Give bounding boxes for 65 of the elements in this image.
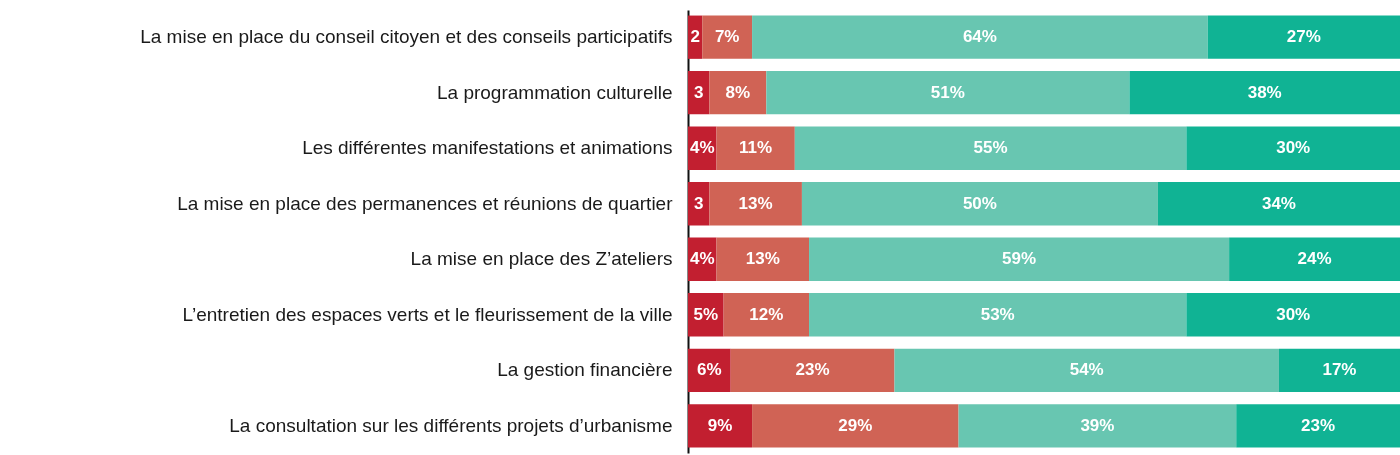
data-label: 4%	[689, 249, 715, 269]
bar	[730, 348, 895, 392]
data-label: 30%	[1276, 304, 1311, 324]
data-label: 13%	[745, 249, 780, 269]
y-tick-label: La programmation culturelle	[436, 81, 673, 103]
bar	[894, 348, 1279, 392]
data-label: 59%	[1002, 249, 1037, 269]
bar	[716, 126, 795, 170]
bar	[1186, 293, 1400, 337]
bar	[688, 404, 753, 448]
data-label: 23%	[795, 360, 830, 380]
y-tick-label: L’entretien des espaces verts et le fleurissement de la ville	[182, 303, 673, 325]
bar	[752, 15, 1208, 59]
data-label: 50%	[962, 193, 997, 213]
data-label: 9%	[707, 415, 733, 435]
data-label: 24%	[1297, 249, 1332, 269]
bar	[723, 293, 810, 337]
data-label: 2	[690, 27, 700, 47]
bar	[1186, 126, 1400, 170]
bar	[709, 71, 767, 115]
data-label: 11%	[739, 138, 773, 158]
y-tick-label: La consultation sur les différents projets d’urbanisme	[229, 414, 673, 436]
data-label: 54%	[1069, 360, 1104, 380]
bar	[752, 404, 959, 448]
data-label: 5%	[693, 304, 719, 324]
data-label: 27%	[1286, 27, 1321, 47]
data-label: 4%	[689, 138, 715, 158]
y-tick-label: La mise en place du conseil citoyen et des conseils participatifs	[140, 26, 673, 48]
data-label: 13%	[738, 193, 773, 213]
data-label: 38%	[1247, 82, 1282, 102]
bar	[958, 404, 1237, 448]
bar	[801, 182, 1158, 226]
bar	[809, 293, 1187, 337]
data-label: 39%	[1080, 415, 1115, 435]
bar	[1129, 71, 1400, 115]
y-tick-label: Les différentes manifestations et animations	[302, 137, 673, 159]
bar	[1207, 15, 1400, 59]
bar	[1229, 237, 1400, 281]
data-label: 7%	[714, 27, 740, 47]
bar	[809, 237, 1230, 281]
data-label: 34%	[1261, 193, 1296, 213]
bar	[709, 182, 802, 226]
y-tick-label: La gestion financière	[497, 359, 673, 381]
bar	[1157, 182, 1400, 226]
bar	[1236, 404, 1400, 448]
y-tick-label: La mise en place des Z’ateliers	[410, 248, 673, 270]
data-label: 55%	[973, 138, 1008, 158]
data-label: 64%	[962, 27, 997, 47]
data-label: 23%	[1301, 415, 1336, 435]
data-label: 8%	[725, 82, 751, 102]
data-label: 3	[693, 82, 704, 102]
y-tick-label: La mise en place des permanences et réunions de quartier	[177, 192, 674, 214]
data-label: 6%	[697, 360, 722, 380]
data-label: 12%	[749, 304, 784, 324]
bar	[766, 71, 1130, 115]
data-label: 17%	[1322, 360, 1357, 380]
data-label: 53%	[980, 304, 1015, 324]
data-label: 29%	[838, 415, 873, 435]
data-label: 51%	[930, 82, 965, 102]
data-label: 3	[693, 193, 704, 213]
bar	[1278, 348, 1400, 392]
bar	[794, 126, 1187, 170]
bar	[716, 237, 810, 281]
bar	[702, 15, 753, 59]
data-label: 30%	[1276, 138, 1311, 158]
